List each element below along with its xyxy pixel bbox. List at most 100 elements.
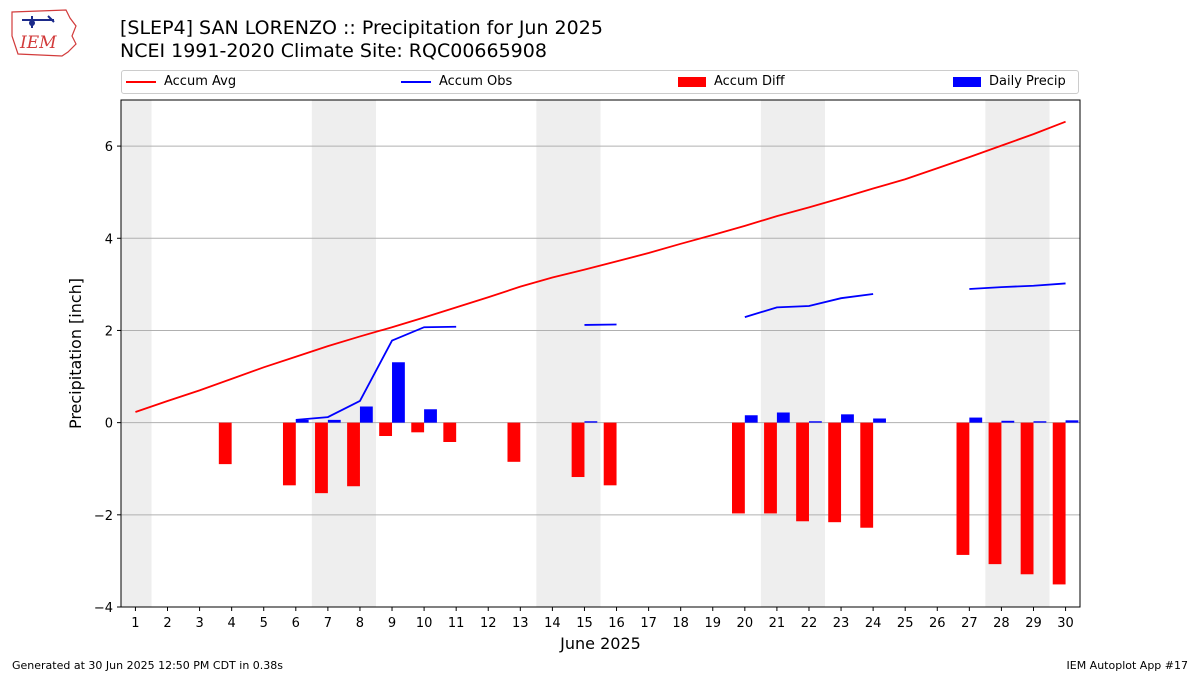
weekend-shade-3 (760, 100, 826, 607)
xtick-label: 13 (512, 616, 529, 631)
xtick-label: 23 (833, 616, 850, 631)
footer-app-text: IEM Autoplot App #17 (1066, 659, 1189, 672)
legend-item-accum-obs: Accum Obs (401, 74, 512, 89)
daily-precip-bar (584, 421, 598, 423)
legend-label-accum-obs: Accum Obs (439, 74, 513, 89)
chart-title: [SLEP4] SAN LORENZO :: Precipitation for… (120, 17, 603, 39)
legend-label-accum-avg: Accum Avg (164, 74, 237, 89)
y-axis-label: Precipitation [inch] (66, 278, 85, 429)
xtick-label: 6 (292, 616, 300, 631)
xtick-label: 27 (961, 616, 978, 631)
legend-swatch-accum-diff (678, 76, 706, 87)
xtick-label: 8 (356, 616, 364, 631)
accum-diff-bar (507, 422, 521, 462)
accum-avg-line-segment (135, 120, 1066, 413)
footer-generated-text: Generated at 30 Jun 2025 12:50 PM CDT in… (12, 659, 284, 672)
xtick-label: 22 (801, 616, 818, 631)
xtick-label: 20 (737, 616, 754, 631)
xtick-label: 10 (416, 616, 433, 631)
weather-station-dot-icon (29, 20, 35, 26)
accum-diff-bar (1020, 422, 1034, 575)
accum-diff-bar (988, 422, 1002, 565)
daily-precip-bar (424, 409, 437, 423)
xtick-label: 2 (163, 616, 171, 631)
xtick-label: 18 (672, 616, 689, 631)
legend-item-accum-avg: Accum Avg (126, 74, 236, 89)
daily-precip-bar (359, 406, 373, 423)
accum-diff-bar (347, 422, 360, 487)
accum-diff-bar (764, 422, 777, 514)
accum-diff-bar (282, 422, 296, 486)
chart-subtitle: NCEI 1991-2020 Climate Site: RQC00665908 (120, 40, 547, 62)
daily-precip-bar (776, 412, 790, 423)
xtick-label: 14 (544, 616, 561, 631)
daily-precip-bar (1033, 421, 1047, 423)
daily-precip-bar (969, 417, 983, 423)
xtick-label: 15 (576, 616, 593, 631)
accum-diff-bar (603, 422, 617, 486)
daily-precip-bar (1001, 420, 1015, 423)
daily-precip-bar (873, 418, 886, 423)
daily-precip-bar (295, 419, 309, 423)
xtick-label: 1 (131, 616, 139, 631)
legend-swatch-accum-avg (126, 80, 156, 83)
legend-label-daily-precip: Daily Precip (989, 74, 1066, 89)
legend-label-accum-diff: Accum Diff (714, 74, 785, 89)
legend-swatch-daily-precip (953, 76, 981, 87)
xtick-label: 21 (769, 616, 786, 631)
accum-diff-bar (956, 422, 970, 555)
xtick-label: 26 (929, 616, 946, 631)
ytick-label: −2 (94, 509, 113, 524)
daily-precip-bar (744, 415, 758, 423)
xtick-label: 4 (228, 616, 236, 631)
accum-diff-bar (315, 422, 328, 494)
weekend-shade-0 (121, 100, 152, 607)
ytick-label: 6 (105, 140, 113, 155)
xtick-label: 11 (448, 616, 465, 631)
legend-item-accum-diff: Accum Diff (678, 74, 785, 89)
legend-item-daily-precip: Daily Precip (953, 74, 1066, 89)
accum-obs-line-segment (295, 325, 457, 421)
xtick-label: 28 (993, 616, 1010, 631)
legend-swatch-accum-obs (401, 80, 431, 83)
daily-precip-bar (392, 362, 405, 423)
xtick-label: 3 (195, 616, 203, 631)
accum-obs-line-segment (744, 293, 874, 318)
x-axis-label: June 2025 (559, 634, 641, 653)
accum-diff-bar (411, 422, 425, 433)
accum-diff-bar (860, 422, 874, 528)
iem-logo: IEM (11, 9, 77, 57)
accum-diff-bar (443, 422, 457, 442)
xtick-label: 12 (480, 616, 497, 631)
plot-frame (120, 99, 1081, 608)
xtick-label: 30 (1057, 616, 1074, 631)
chart-legend: Accum Avg Accum Obs Accum Diff Daily Pre… (121, 70, 1079, 94)
weekend-shade-2 (536, 100, 601, 607)
accum-diff-bar (571, 422, 585, 478)
ytick-label: 2 (105, 324, 113, 339)
ytick-label: 0 (105, 417, 113, 432)
xtick-label: 19 (704, 616, 721, 631)
accum-diff-bar (218, 422, 232, 465)
accum-diff-bar (1052, 422, 1066, 585)
daily-precip-bar (327, 419, 341, 423)
xtick-label: 7 (324, 616, 332, 631)
xtick-label: 17 (640, 616, 657, 631)
weekend-shade-1 (311, 100, 376, 607)
accum-obs-line-segment (969, 282, 1066, 290)
xtick-label: 9 (388, 616, 396, 631)
accum-diff-bar (828, 422, 842, 523)
xtick-label: 16 (608, 616, 625, 631)
logo-text: IEM (19, 33, 57, 53)
accum-diff-bar (379, 422, 393, 437)
xtick-label: 29 (1025, 616, 1042, 631)
xtick-label: 25 (897, 616, 914, 631)
accum-diff-bar (732, 422, 745, 514)
ytick-label: 4 (105, 232, 113, 247)
ytick-label: −4 (94, 601, 113, 616)
xtick-label: 24 (865, 616, 882, 631)
accum-diff-bar (796, 422, 809, 522)
iowa-state-outline (11, 9, 77, 57)
daily-precip-bar (808, 421, 822, 423)
